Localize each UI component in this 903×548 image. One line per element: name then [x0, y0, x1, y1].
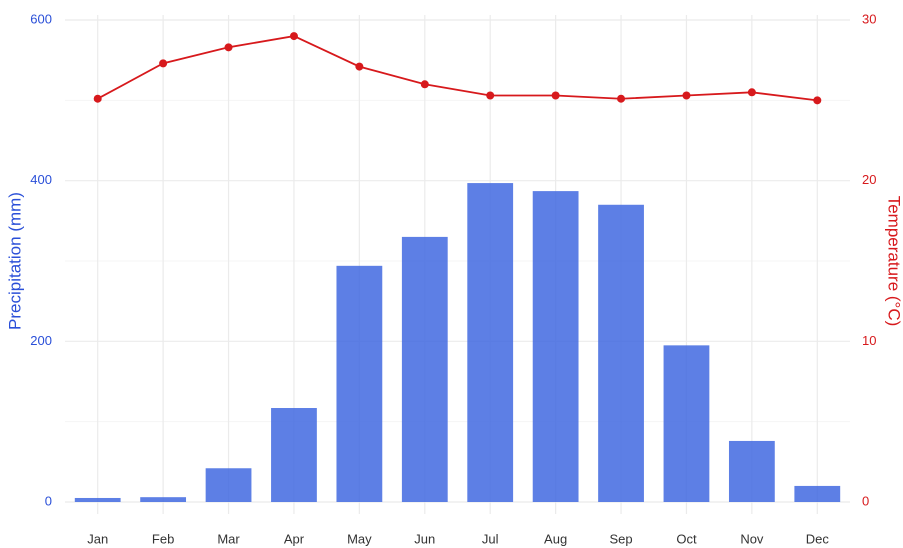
- y-axis-label: Precipitation (mm): [5, 192, 24, 330]
- point: [159, 59, 168, 68]
- point: [289, 32, 298, 41]
- bar: [74, 497, 121, 502]
- bar: [532, 191, 579, 503]
- bar: [728, 440, 775, 502]
- point: [747, 88, 756, 97]
- y2-tick-label: 10: [862, 333, 876, 348]
- x-tick-label: May: [347, 531, 372, 546]
- point: [617, 94, 626, 103]
- bar: [205, 468, 252, 502]
- point: [355, 62, 364, 71]
- point: [486, 91, 495, 100]
- y-tick-label: 200: [30, 333, 52, 348]
- x-tick-label: Mar: [217, 531, 240, 546]
- bar: [140, 497, 187, 502]
- y2-tick-label: 30: [862, 11, 876, 26]
- point: [420, 80, 429, 89]
- point: [813, 96, 822, 105]
- bar: [598, 204, 644, 502]
- bar: [663, 345, 710, 502]
- x-tick-label: Nov: [740, 531, 764, 546]
- x-tick-label: Aug: [544, 531, 567, 546]
- x-tick-label: Sep: [609, 531, 632, 546]
- bar: [401, 236, 448, 502]
- x-tick-label: Jun: [414, 531, 435, 546]
- y-tick-label: 600: [30, 11, 52, 26]
- x-tick-label: Jan: [87, 531, 108, 546]
- x-tick-label: Feb: [152, 531, 174, 546]
- y2-tick-label: 20: [862, 172, 876, 187]
- bar: [336, 265, 383, 502]
- bar: [794, 485, 841, 502]
- x-tick-label: Jul: [482, 531, 499, 546]
- y-tick-label: 0: [45, 493, 52, 508]
- line: [97, 35, 818, 102]
- y-tick-label: 400: [30, 172, 52, 187]
- bar: [467, 183, 514, 502]
- x-tick-label: Apr: [284, 531, 305, 546]
- y2-tick-label: 0: [862, 493, 869, 508]
- y2-axis-label: Temperature (°C): [885, 196, 903, 327]
- bar: [271, 408, 317, 502]
- x-tick-label: Dec: [806, 531, 830, 546]
- point: [93, 94, 102, 103]
- point: [551, 91, 560, 100]
- x-tick-label: Oct: [676, 531, 697, 546]
- point: [224, 43, 233, 52]
- point: [682, 91, 691, 100]
